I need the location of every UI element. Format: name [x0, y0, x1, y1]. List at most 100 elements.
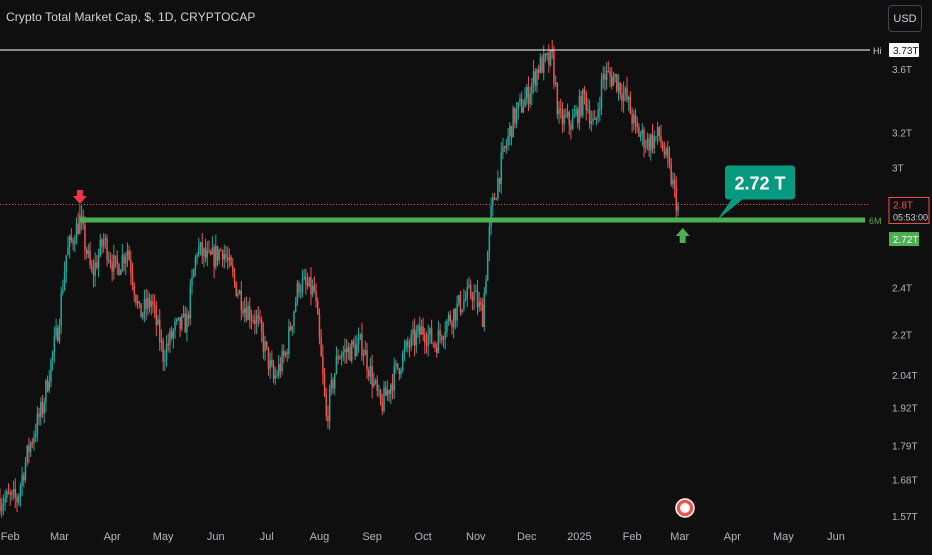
candle-body	[592, 118, 594, 122]
up-arrow-icon	[675, 228, 690, 244]
candle-body	[62, 289, 64, 293]
candle-body	[72, 239, 74, 244]
candle-body	[361, 334, 363, 356]
candle-body	[29, 442, 32, 453]
candle-body	[286, 352, 288, 355]
currency-button[interactable]: USD	[888, 5, 922, 32]
candle-body	[543, 53, 545, 73]
candle-body	[427, 334, 429, 346]
candle-body	[65, 255, 68, 272]
candle-body	[495, 198, 497, 200]
candle-body	[665, 148, 667, 156]
candle-body	[240, 290, 243, 311]
candle-body	[199, 242, 202, 248]
candle-body	[208, 250, 210, 252]
candle-body	[313, 285, 316, 292]
candle-body	[452, 308, 455, 328]
candle-body	[84, 224, 86, 250]
candle-body	[259, 317, 261, 321]
candle-body	[53, 336, 56, 353]
candle-body	[101, 239, 103, 247]
candle-body	[283, 351, 285, 356]
candle-body	[323, 374, 326, 395]
candle-body	[605, 70, 608, 80]
candle-body	[488, 226, 491, 252]
candle-body	[16, 497, 18, 503]
candle-body	[306, 283, 309, 287]
candle-body	[573, 114, 576, 118]
candle-body	[435, 347, 438, 353]
candle-body	[644, 146, 647, 148]
candle-body	[162, 340, 164, 362]
candle-body	[509, 126, 511, 136]
candle-body	[254, 320, 256, 324]
candle-body	[595, 117, 598, 120]
candle-body	[466, 287, 469, 299]
candle-body	[276, 375, 278, 377]
candle-body	[301, 278, 304, 292]
y-tick-label: 1.68T	[892, 476, 918, 487]
candle-body	[192, 269, 195, 278]
candle-body	[469, 284, 472, 297]
candle-body	[23, 475, 25, 481]
candle-body	[631, 113, 633, 124]
candle-body	[305, 277, 307, 284]
candle-body	[9, 494, 11, 496]
candle-body	[264, 341, 266, 352]
candle-body	[512, 107, 514, 138]
candle-body	[46, 380, 49, 391]
candle-body	[622, 92, 625, 102]
candle-body	[354, 344, 356, 357]
candle-body	[206, 250, 209, 258]
candle-body	[266, 341, 268, 348]
candle-body	[116, 258, 118, 265]
candle-body	[235, 281, 237, 296]
y-tick-label: 3.6T	[892, 65, 912, 76]
candle-body	[660, 135, 662, 144]
candle-body	[522, 107, 525, 113]
candle-body	[128, 250, 130, 261]
candle-body	[614, 74, 616, 78]
candle-body	[536, 69, 538, 86]
candle-body	[656, 127, 659, 137]
candle-body	[19, 485, 22, 496]
x-tick-label: Jun	[827, 531, 845, 543]
candle-body	[87, 250, 90, 254]
candle-body	[667, 148, 669, 157]
candle-body	[420, 326, 423, 335]
candle-body	[636, 121, 638, 128]
candle-body	[245, 308, 248, 320]
candle-body	[617, 82, 620, 91]
candle-body	[164, 360, 166, 362]
candle-body	[434, 344, 436, 348]
candle-body	[554, 83, 557, 85]
candle-body	[473, 292, 475, 301]
candle-body	[471, 296, 474, 301]
candle-body	[298, 283, 300, 293]
candle-body	[634, 114, 637, 122]
hi-value: 3.73T	[893, 46, 919, 57]
candle-body	[451, 322, 453, 328]
candle-body	[673, 179, 676, 187]
candle-body	[447, 314, 450, 321]
candle-body	[255, 315, 258, 324]
candle-body	[583, 89, 586, 94]
candle-body	[677, 205, 679, 212]
candle-body	[505, 144, 508, 148]
candle-body	[675, 186, 678, 212]
candle-body	[580, 95, 582, 116]
candle-body	[604, 74, 606, 80]
candle-body	[517, 102, 520, 110]
candle-body	[311, 285, 314, 295]
candle-body	[553, 51, 555, 84]
candle-body	[655, 136, 657, 138]
candle-body	[413, 329, 416, 346]
hi-tag: Hi	[873, 46, 882, 56]
candle-body	[108, 259, 110, 261]
x-tick-label: Sep	[362, 531, 382, 543]
candle-body	[515, 109, 518, 124]
candle-body	[485, 280, 487, 293]
candle-body	[454, 308, 457, 321]
